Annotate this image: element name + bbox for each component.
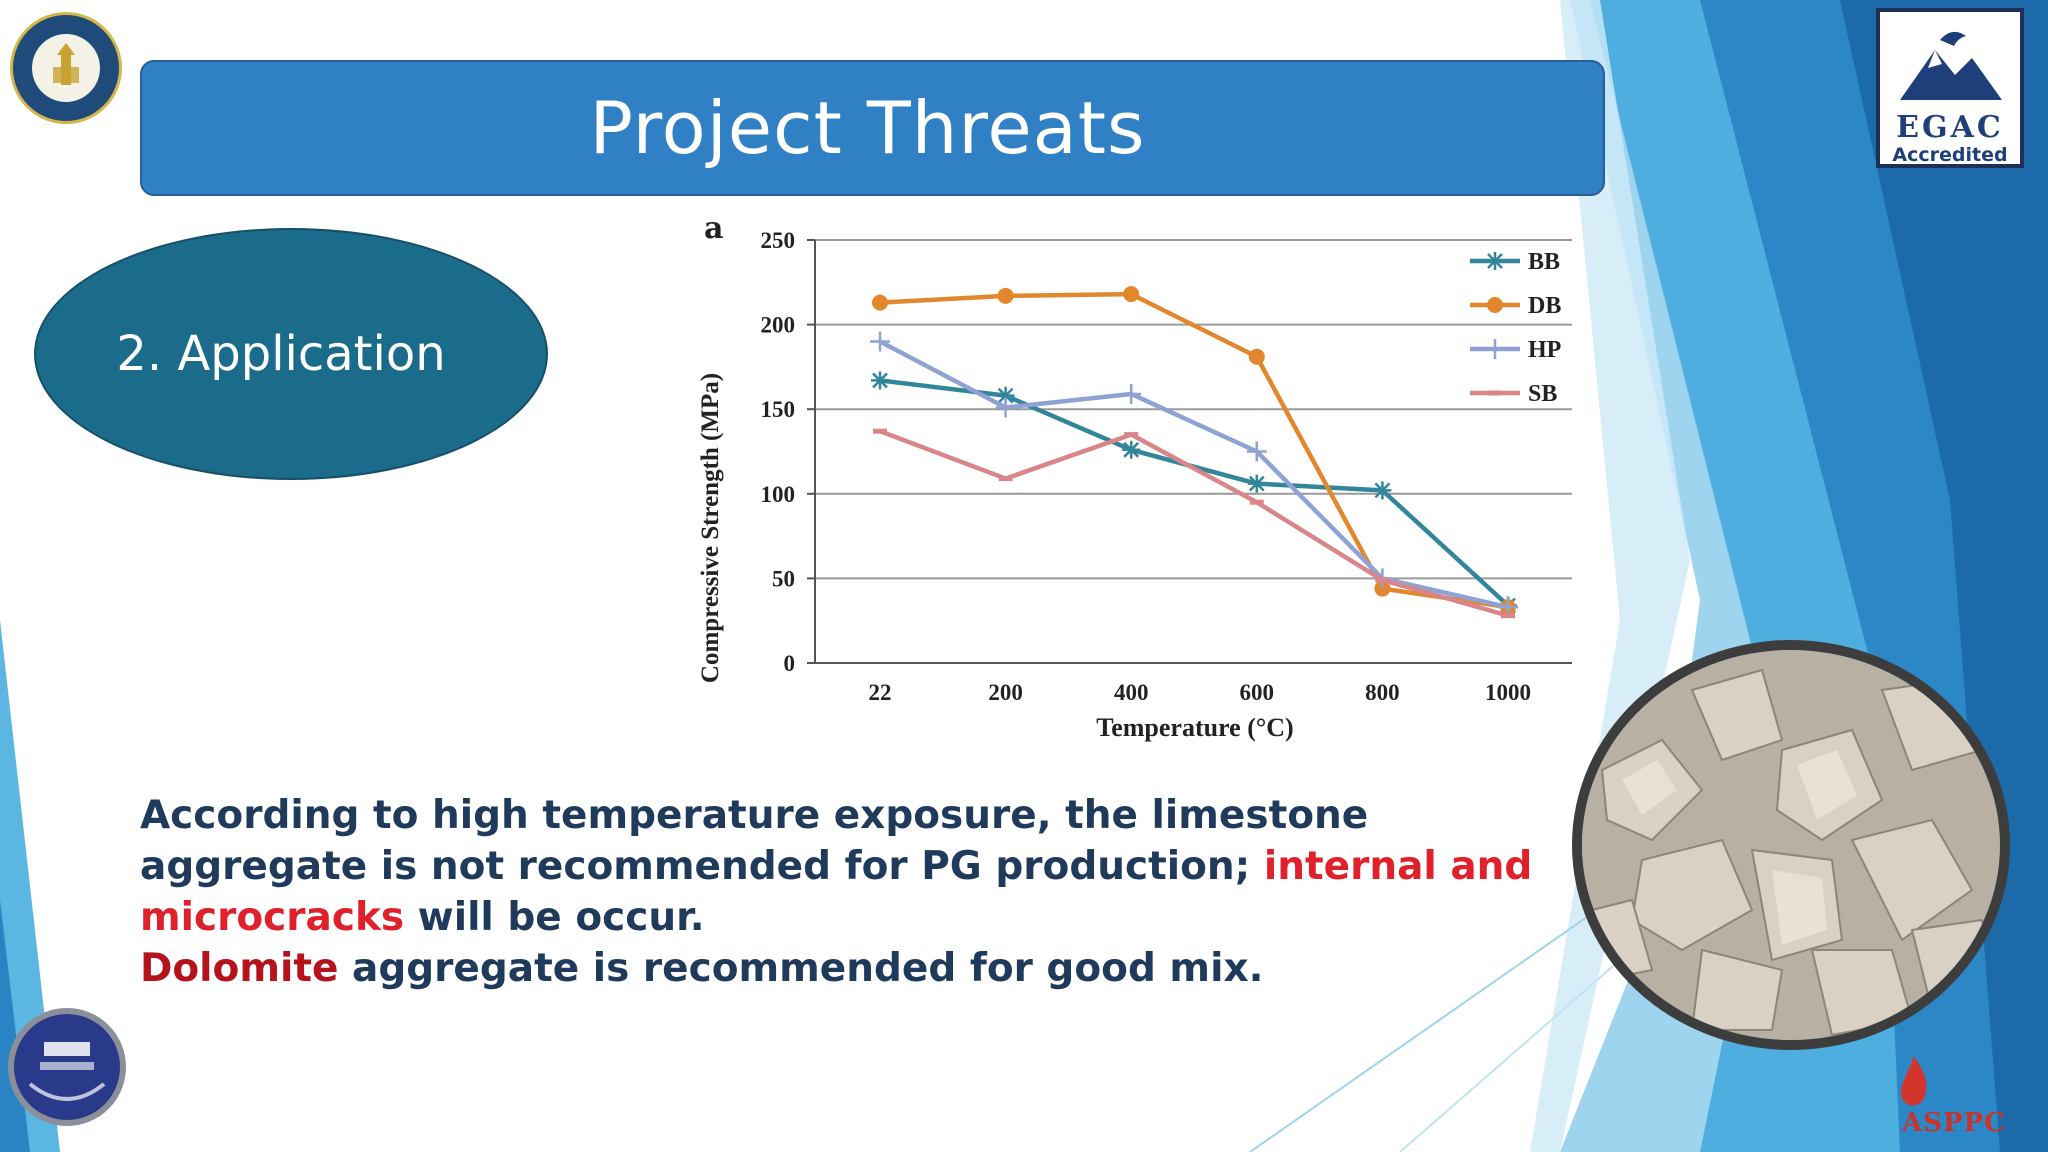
chart-panel-label: a [704,211,723,246]
section-badge: 2. Application [34,228,548,480]
body-highlight-cracks: internal and microcracks [140,844,1533,940]
data-point-bb [1247,474,1266,493]
legend-label-bb: BB [1528,249,1560,275]
data-point-db [1123,286,1140,303]
marker-stroke [1374,482,1391,499]
legend-marker-db [1487,297,1503,313]
legend-marker-bb [1486,252,1504,270]
data-point-hp [1121,383,1142,404]
ministry-logo [10,12,122,124]
legend-label-db: DB [1528,293,1561,319]
data-point-hp [870,331,890,352]
legend-marker-hp [1485,339,1505,359]
data-point-db [872,294,888,311]
legend-item-bb: BB [1470,249,1560,275]
legend-label-hp: HP [1528,337,1561,363]
marker-stroke [1123,441,1140,458]
y-tick-label: 100 [761,482,796,507]
body-text-part: According to high temperature exposure, … [140,793,1369,889]
series-sb [873,428,1515,619]
data-point-db [997,287,1014,304]
asppc-logo-text: ASPPC [1902,1108,2006,1138]
body-highlight-dolomite: Dolomite [140,946,339,991]
x-tick-label: 800 [1365,680,1400,705]
chart-gridlines [815,239,1572,580]
data-point-bb [1373,481,1392,500]
body-paragraph-2: Dolomite aggregate is recommended for go… [140,943,1570,994]
marker-stroke [997,387,1014,404]
legend-label-sb: SB [1528,381,1557,407]
tuv-certification-logo [8,1008,126,1126]
x-tick-label: 600 [1240,680,1275,705]
asppc-logo: ASPPC [1884,1052,2024,1142]
x-tick-label: 400 [1114,680,1149,705]
series-line-hp [878,339,1509,610]
data-point-db [1374,580,1391,597]
chart-series [870,286,1518,619]
chart-legend: BB DB HP SB [1470,249,1561,407]
data-point-bb [1122,440,1141,459]
x-tick-label: 1000 [1485,680,1531,705]
y-tick-label: 200 [761,313,796,338]
x-tick-label: 200 [988,680,1023,705]
egac-accreditation-logo: EGAC Accredited [1876,8,2024,168]
series-line-db [879,291,1509,610]
data-point-bb [871,371,889,390]
series-line-sb [879,429,1509,618]
chart-axes: 0 50 100 150 200 250 22 200 400 600 800 1000 [761,228,1572,705]
y-tick-label: 50 [772,566,795,591]
section-label: 2. Application [116,326,446,382]
legend-item-sb: SB [1470,381,1557,407]
body-paragraph-1: According to high temperature exposure, … [140,790,1570,943]
x-tick-label: 22 [869,680,892,705]
page-title: Project Threats [589,86,1146,170]
body-text: According to high temperature exposure, … [140,790,1570,994]
marker-stroke [1487,253,1503,269]
body-text-part: aggregate is recommended for good mix. [338,946,1264,991]
y-tick-label: 250 [761,228,796,253]
data-point-bb [996,386,1015,405]
chart-x-axis-label: Temperature (°C) [1096,713,1293,742]
chart-y-axis-label: Compressive Strength (MPa) [697,373,724,683]
marker-stroke [1248,475,1265,492]
egac-accredited-label: Accredited [1892,144,2008,166]
y-tick-label: 150 [761,397,796,422]
marker-stroke [872,372,888,389]
compressive-strength-chart: 0 50 100 150 200 250 22 200 400 600 800 1000 BB DB HP… [697,211,1572,742]
series-db [872,286,1516,616]
data-point-hp [995,397,1016,418]
legend-item-db: DB [1470,293,1561,319]
aggregate-photo [1572,640,2010,1050]
egac-name: EGAC [1896,110,2004,145]
legend-item-hp: HP [1470,337,1561,363]
title-bar: Project Threats [140,60,1605,196]
body-text-part: will be occur. [404,895,705,940]
series-hp [870,331,1518,618]
data-point-db [1248,348,1265,365]
data-point-hp [1246,441,1267,462]
y-tick-label: 0 [784,651,796,676]
